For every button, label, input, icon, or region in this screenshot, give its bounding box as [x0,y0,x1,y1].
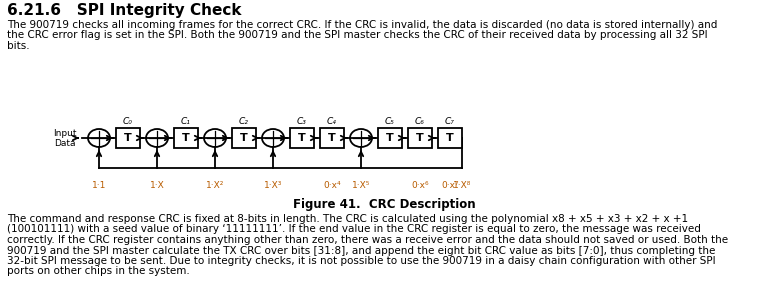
Text: Input: Input [53,129,77,137]
Text: the CRC error flag is set in the SPI. Both the 900719 and the SPI master checks : the CRC error flag is set in the SPI. Bo… [7,30,707,40]
Text: Data: Data [55,139,76,147]
Text: T: T [298,133,306,143]
Text: T: T [240,133,248,143]
Text: 900719 and the SPI master calculate the TX CRC over bits [31:8], and append the : 900719 and the SPI master calculate the … [7,246,715,255]
Text: 6.21.6   SPI Integrity Check: 6.21.6 SPI Integrity Check [7,3,241,18]
Text: bits.: bits. [7,41,30,51]
Text: 1·X⁵: 1·X⁵ [352,181,370,190]
Text: C₇: C₇ [445,117,455,126]
Text: T: T [182,133,190,143]
Text: C₅: C₅ [385,117,395,126]
Text: 1·X: 1·X [150,181,164,190]
Bar [232,128,256,148]
Bar [408,128,432,148]
Text: C₀: C₀ [123,117,133,126]
Text: Figure 41.  CRC Description: Figure 41. CRC Description [293,198,475,211]
Text: 1·1: 1·1 [92,181,106,190]
Bar [174,128,198,148]
Text: T: T [386,133,394,143]
Bar [290,128,314,148]
Text: C₁: C₁ [181,117,191,126]
Text: T: T [416,133,424,143]
Text: 0·x⁷: 0·x⁷ [441,181,458,190]
Text: C₆: C₆ [415,117,425,126]
Text: 1·X²: 1·X² [206,181,224,190]
Text: C₄: C₄ [327,117,337,126]
Text: ports on other chips in the system.: ports on other chips in the system. [7,267,190,277]
Text: 1·X⁸: 1·X⁸ [453,181,472,190]
Text: T: T [328,133,336,143]
Text: 0·x⁶: 0·x⁶ [411,181,429,190]
Text: C₂: C₂ [239,117,249,126]
Text: 0·x⁴: 0·x⁴ [323,181,341,190]
Text: 32-bit SPI message to be sent. Due to integrity checks, it is not possible to us: 32-bit SPI message to be sent. Due to in… [7,256,716,266]
Text: C₃: C₃ [297,117,307,126]
Text: The 900719 checks all incoming frames for the correct CRC. If the CRC is invalid: The 900719 checks all incoming frames fo… [7,20,717,30]
Text: (100101111) with a seed value of binary ‘11111111’. If the end value in the CRC : (100101111) with a seed value of binary … [7,224,701,234]
Text: correctly. If the CRC register contains anything other than zero, there was a re: correctly. If the CRC register contains … [7,235,728,245]
Text: The command and response CRC is fixed at 8-bits in length. The CRC is calculated: The command and response CRC is fixed at… [7,214,688,224]
Bar [438,128,462,148]
Bar [378,128,402,148]
Bar [116,128,140,148]
Text: T: T [124,133,132,143]
Text: 1·X³: 1·X³ [264,181,282,190]
Text: T: T [446,133,454,143]
Bar [320,128,344,148]
